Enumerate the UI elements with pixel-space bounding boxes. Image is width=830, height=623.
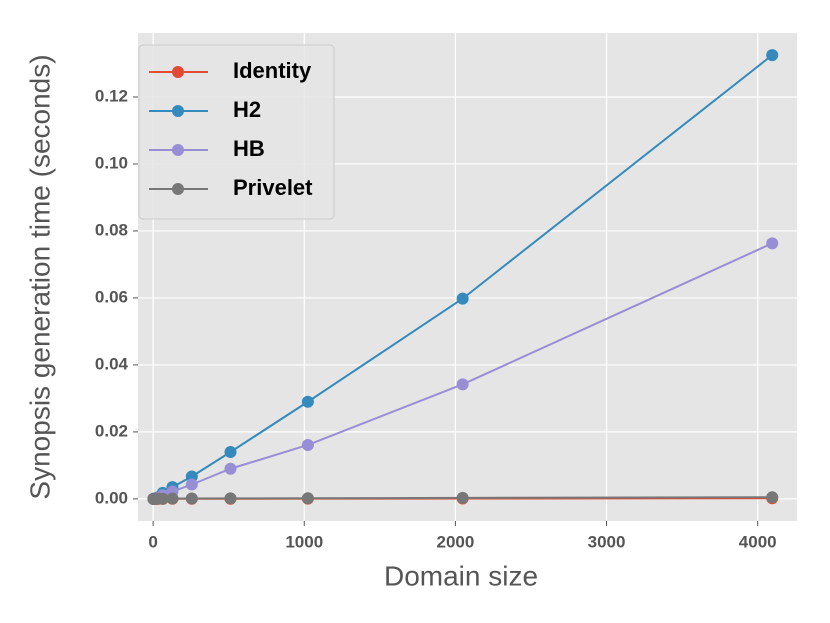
data-point (766, 237, 779, 250)
data-point (766, 49, 779, 62)
data-point (301, 438, 314, 451)
y-tick-label: 0.00 (95, 488, 128, 507)
y-tick-label: 0.10 (95, 153, 128, 172)
data-point (456, 491, 469, 504)
legend-label: H2 (233, 97, 261, 122)
x-tick-label: 2000 (436, 532, 474, 551)
legend-marker (172, 66, 184, 78)
y-tick-label: 0.08 (95, 220, 128, 239)
data-point (766, 491, 779, 504)
data-point (224, 492, 237, 505)
x-tick-label: 3000 (588, 532, 626, 551)
data-point (301, 395, 314, 408)
legend: Identity H2 HB Privelet (138, 44, 335, 220)
y-tick-label: 0.06 (95, 287, 128, 306)
legend-marker (172, 183, 184, 195)
data-point (456, 292, 469, 305)
legend-label: Identity (233, 58, 312, 83)
y-axis-label: Synopsis generation time (seconds) (24, 54, 55, 499)
x-axis-label: Domain size (384, 560, 538, 591)
data-point (185, 478, 198, 491)
x-tick-label: 4000 (739, 532, 777, 551)
legend-marker (172, 144, 184, 156)
data-point (185, 492, 198, 505)
y-tick-label: 0.12 (95, 86, 128, 105)
legend-box (138, 44, 335, 220)
data-point (224, 462, 237, 475)
x-tick-label: 0 (148, 532, 157, 551)
data-point (301, 492, 314, 505)
data-point (156, 492, 169, 505)
y-tick-label: 0.02 (95, 421, 128, 440)
legend-marker (172, 105, 184, 117)
legend-label: HB (233, 136, 265, 161)
x-tick-label: 1000 (285, 532, 323, 551)
data-point (166, 492, 179, 505)
legend-label: Privelet (233, 175, 313, 200)
data-point (456, 378, 469, 391)
y-tick-label: 0.04 (95, 354, 129, 373)
data-point (224, 446, 237, 459)
